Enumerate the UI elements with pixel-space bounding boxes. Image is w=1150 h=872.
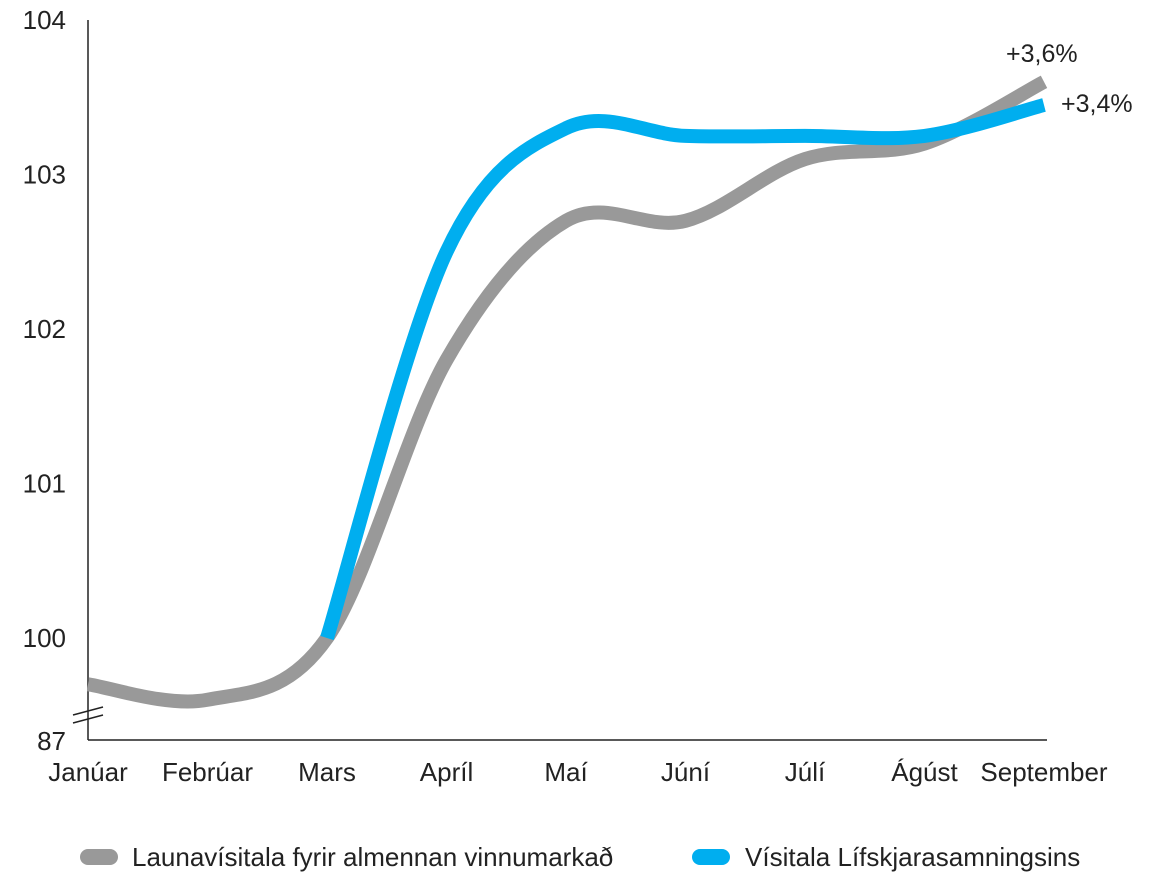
x-tick-label: September [980,757,1108,787]
axis-break-mark [72,714,104,724]
y-tick-label: 87 [37,726,66,756]
x-tick-label: Janúar [48,757,128,787]
y-tick-label: 102 [23,314,66,344]
legend-label: Vísitala Lífskjarasamningsins [745,842,1080,872]
x-tick-label: Júní [661,757,711,787]
y-tick-label: 101 [23,469,66,499]
x-tick-label: Febrúar [162,757,253,787]
x-tick-label: Maí [544,757,588,787]
series-line-1 [86,75,1048,709]
series-line-2 [320,98,1046,641]
y-tick-label: 100 [23,623,66,653]
series-layer [86,75,1048,709]
series-end-label: +3,4% [1061,90,1133,118]
labels-layer: +3,6% +3,4% [1006,40,1133,118]
x-tick-label: Ágúst [891,757,958,787]
legend-label: Launavísitala fyrir almennan vinnumarkað [132,842,613,872]
axis-break-mark [72,706,104,716]
y-tick-label: 104 [23,5,66,35]
y-tick-label: 103 [23,160,66,190]
legend: Launavísitala fyrir almennan vinnumarkað… [80,842,1080,872]
x-tick-label: Apríl [420,757,473,787]
series-end-label: +3,6% [1006,40,1078,68]
x-tick-label: Júlí [785,757,826,787]
x-tick-label: Mars [298,757,356,787]
